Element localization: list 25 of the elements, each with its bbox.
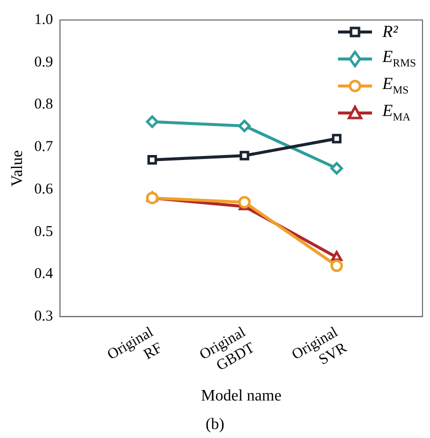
point: [238, 196, 251, 208]
point: [146, 115, 158, 128]
y-tick-label: 0.3: [34, 308, 53, 325]
legend-label: R²: [382, 22, 398, 42]
point: [146, 192, 158, 204]
point: [332, 134, 342, 144]
x-axis-title: Model name: [201, 388, 282, 405]
y-tick-label: 0.9: [34, 54, 53, 70]
y-tick-label: 0.6: [34, 181, 54, 198]
point: [331, 251, 342, 262]
point: [330, 162, 343, 175]
point: [330, 260, 343, 272]
y-tick-label: 0.8: [34, 96, 53, 113]
y-tick-label: 1.0: [34, 12, 53, 28]
y-tick-label: 0.5: [34, 224, 53, 240]
y-axis-title: Value: [8, 150, 26, 187]
legend-label: E$_{RMS}$: [382, 47, 416, 70]
point: [240, 150, 250, 160]
legend-label: E$_{MS}$: [382, 74, 409, 97]
y-tick-label: 0.4: [34, 266, 54, 282]
y-tick-label: 0.7: [34, 139, 54, 156]
point: [147, 155, 157, 165]
point: [238, 120, 251, 132]
legend-label: E$_{MA}$: [382, 101, 410, 124]
text: (b): [204, 416, 226, 434]
